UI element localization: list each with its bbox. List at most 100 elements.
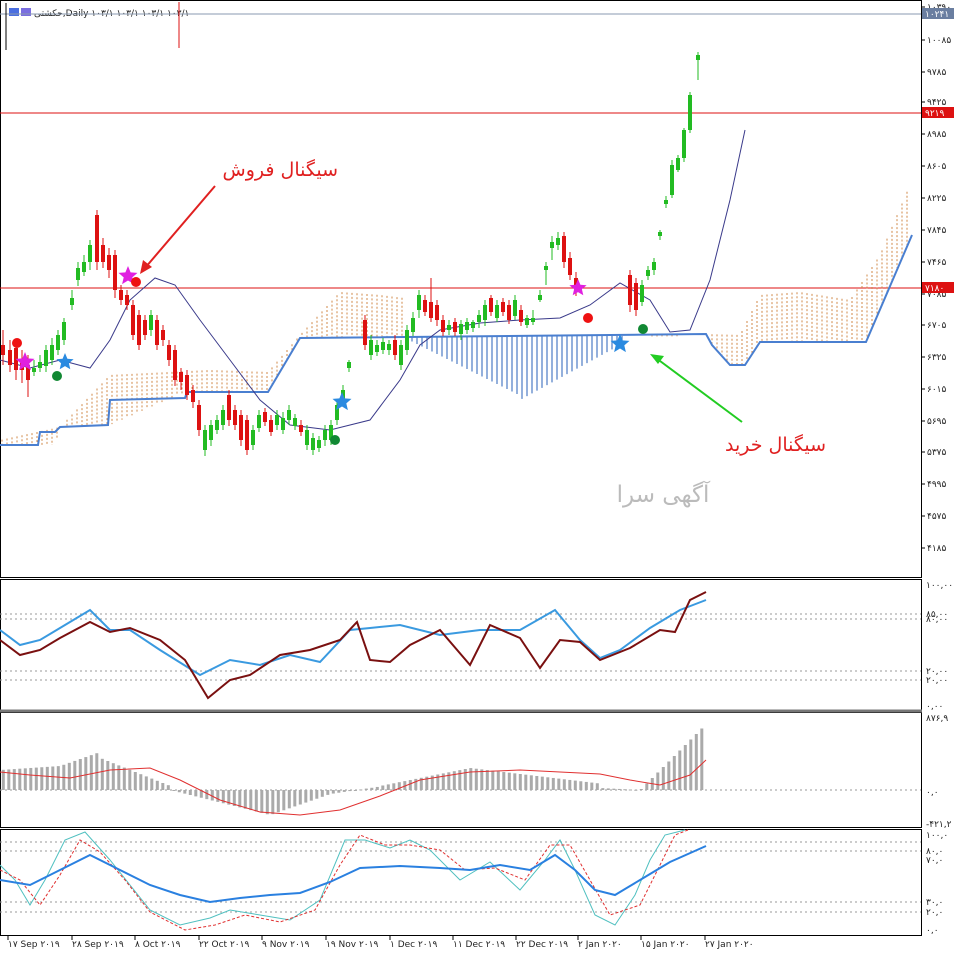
- candlestick-series: [1, 52, 700, 456]
- bullish-candle: [381, 342, 385, 350]
- macd-bar: [188, 790, 192, 795]
- bullish-candle: [275, 415, 279, 425]
- bullish-candle: [544, 266, 548, 270]
- bullish-candle: [287, 410, 291, 420]
- macd-bar: [337, 790, 341, 793]
- bullish-candle: [411, 318, 415, 332]
- bullish-candle: [375, 345, 379, 352]
- date-axis[interactable]: ۱۷ Sep ۲۰۱۹ ۲۸ Sep ۲۰۱۹ ۸ Oct ۲۰۱۹ ۲۲ Oct ۲…: [7, 936, 754, 950]
- bullish-candle: [495, 305, 499, 318]
- macd-bar: [287, 790, 291, 809]
- chart-window-icon[interactable]: [21, 8, 31, 16]
- bearish-candle: [179, 372, 183, 382]
- bullish-candle: [405, 330, 409, 350]
- bullish-candle: [221, 410, 225, 425]
- macd-bar: [628, 789, 632, 791]
- macd-bar: [139, 774, 143, 790]
- bearish-candle: [245, 420, 249, 450]
- macd-bar: [232, 790, 236, 806]
- bullish-candle: [682, 130, 686, 158]
- macd-bar: [634, 789, 638, 791]
- macd-bar: [447, 772, 451, 790]
- bullish-candle: [471, 322, 475, 328]
- bullish-candle: [335, 405, 339, 420]
- bearish-candle: [628, 275, 632, 305]
- sell-dot-icon: [583, 313, 593, 323]
- macd-bar: [694, 734, 698, 790]
- macd-bar: [683, 745, 687, 790]
- price-axis[interactable]: ۱۰۳۹۰۱۰۰۸۵۹۷۸۵۹۴۲۵۸۹۸۵۸۶۰۵۸۲۲۵۷۸۴۵۷۴۶۵۷۰…: [921, 3, 954, 554]
- date-axis-label: ۱۵ Jan ۲۰۲۰: [641, 940, 690, 950]
- stoch-k-line: [0, 829, 686, 926]
- bullish-candle: [38, 362, 42, 368]
- bullish-candle: [323, 430, 327, 440]
- sell-signal-label: سیگنال فروش: [223, 158, 338, 181]
- macd-bar: [320, 790, 324, 797]
- bullish-candle: [281, 418, 285, 430]
- osc-axis-label: ۸۰,۰۰: [926, 615, 948, 625]
- macd-bar: [18, 768, 22, 790]
- macd-bar: [183, 790, 187, 794]
- macd-bar: [271, 790, 275, 815]
- bearish-candle: [239, 415, 243, 440]
- macd-bar: [276, 790, 280, 813]
- macd-bar: [95, 753, 99, 790]
- macd-bar: [199, 790, 203, 798]
- macd-bar: [260, 790, 264, 813]
- macd-bar: [128, 769, 132, 790]
- buy-star-icon: [610, 334, 630, 353]
- bearish-candle: [167, 345, 171, 360]
- bullish-candle: [664, 200, 668, 204]
- macd-bar: [672, 756, 676, 790]
- bearish-candle: [95, 215, 99, 262]
- macd-axis-label: ۰,۰: [926, 788, 939, 798]
- bearish-candle: [233, 410, 237, 425]
- date-axis-label: ۲ Jan ۲۰۲۰: [578, 940, 622, 950]
- bearish-candle: [453, 322, 457, 332]
- macd-bar: [502, 772, 506, 790]
- chart-type-icon[interactable]: [9, 8, 19, 16]
- macd-bar: [436, 774, 440, 790]
- macd-bar: [342, 790, 346, 792]
- stoch-axis-label: ۸۰,۰: [926, 847, 943, 857]
- sell-dot-icon: [12, 338, 22, 348]
- macd-bar: [150, 778, 154, 790]
- macd-bar: [507, 772, 511, 790]
- macd-bar: [623, 789, 627, 791]
- price-axis-label: ۷۴۶۵: [927, 258, 947, 268]
- macd-bar: [359, 789, 363, 791]
- macd-bar: [23, 768, 27, 790]
- osc-axis-label: ۰,۰۰: [926, 702, 943, 712]
- macd-bar: [205, 790, 209, 800]
- stoch-axis-label: ۲۰,۰: [926, 908, 943, 918]
- bearish-candle: [173, 350, 177, 380]
- bullish-candle: [556, 238, 560, 245]
- macd-bar: [590, 782, 594, 790]
- macd-bar: [7, 769, 11, 790]
- date-axis-label: ۲۷ Jan ۲۰۲۰: [705, 940, 754, 950]
- bullish-candle: [465, 322, 469, 330]
- macd-bar: [227, 790, 231, 805]
- macd-bar: [84, 757, 88, 790]
- oscillator-panel: [0, 579, 922, 711]
- signal-markers: [12, 266, 648, 445]
- macd-bar: [529, 775, 533, 790]
- bearish-candle: [634, 283, 638, 310]
- price-axis-label: ۷۸۴۵: [927, 226, 947, 236]
- bullish-candle: [88, 245, 92, 262]
- price-axis-label: ۹۴۲۵: [927, 98, 947, 108]
- macd-bar: [535, 775, 539, 790]
- buy-star-icon: [332, 392, 352, 411]
- date-axis-label: ۹ Nov ۲۰۱۹: [262, 940, 310, 950]
- macd-bar: [144, 776, 148, 790]
- bearish-candle: [562, 236, 566, 262]
- bearish-candle: [363, 320, 367, 345]
- macd-bar: [441, 773, 445, 790]
- macd-bar: [326, 790, 330, 795]
- date-axis-label: ۲۲ Oct ۲۰۱۹: [199, 940, 249, 950]
- bearish-candle: [131, 305, 135, 335]
- macd-bar: [177, 790, 181, 793]
- macd-bar: [249, 790, 253, 811]
